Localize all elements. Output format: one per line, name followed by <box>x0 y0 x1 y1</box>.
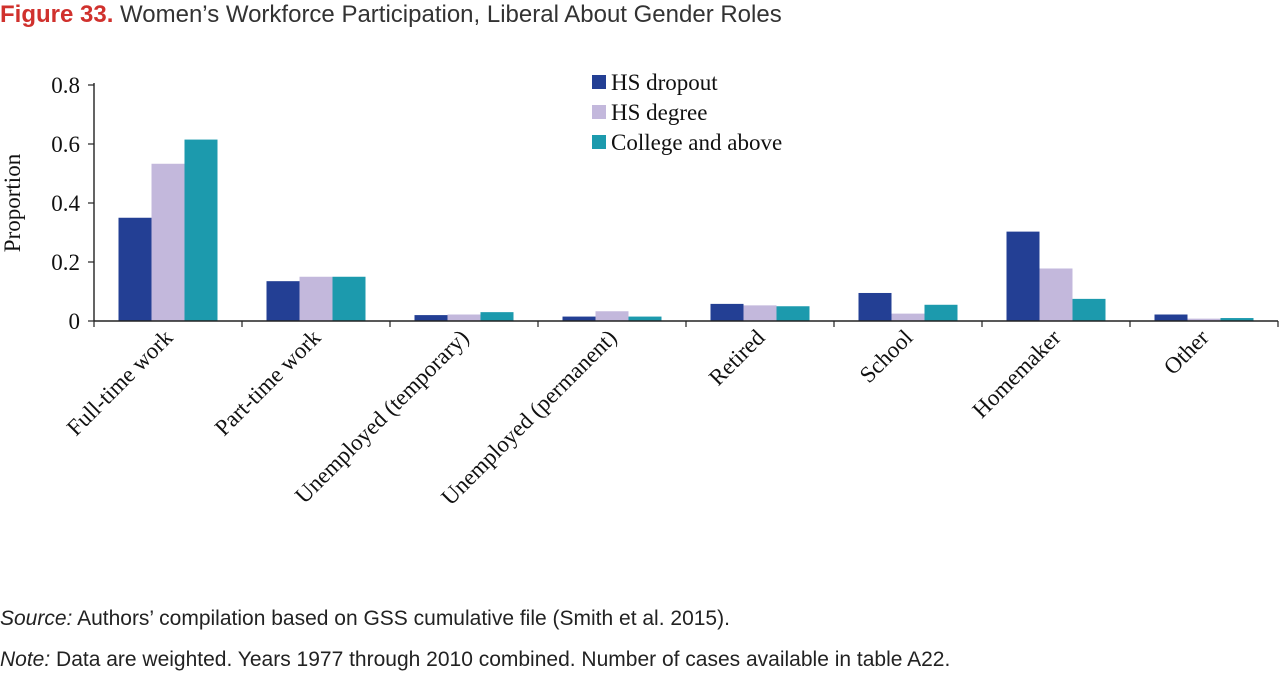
y-tick-label: 0.8 <box>51 73 80 98</box>
bar-3-cat-3 <box>480 312 514 321</box>
note-text: Data are weighted. Years 1977 through 20… <box>56 648 951 671</box>
source-text: Authors’ compilation based on GSS cumula… <box>77 607 730 630</box>
bar-1-cat-6 <box>858 292 892 321</box>
bar-2-cat-5 <box>743 305 777 321</box>
bar-1-cat-2 <box>266 281 300 321</box>
y-tick-label: 0.6 <box>51 132 80 157</box>
y-tick-label: 0 <box>69 309 81 334</box>
legend-swatch-2 <box>592 105 606 119</box>
bar-1-cat-4 <box>562 316 596 321</box>
x-tick-label: Full-time work <box>62 325 178 441</box>
bar-3-cat-5 <box>776 306 810 321</box>
legend: HS dropout HS degree College and above <box>592 70 782 155</box>
x-tick-label: School <box>855 325 918 388</box>
x-tick-label: Other <box>1159 325 1214 380</box>
y-tick-label: 0.2 <box>51 250 80 275</box>
bar-2-cat-8 <box>1187 318 1221 321</box>
data-note: Note: Data are weighted. Years 1977 thro… <box>0 647 950 673</box>
bar-1-cat-8 <box>1154 314 1188 321</box>
source-note: Source: Authors’ compilation based on GS… <box>0 606 730 632</box>
source-label: Source: <box>0 607 73 630</box>
x-tick-label: Homemaker <box>967 325 1065 423</box>
bar-2-cat-2 <box>299 276 333 321</box>
x-tick-label: Unemployed (temporary) <box>290 325 473 508</box>
bar-2-cat-1 <box>151 163 185 321</box>
bar-2-cat-7 <box>1039 268 1073 321</box>
bar-2-cat-6 <box>891 313 925 321</box>
figure-title-text: Women’s Workforce Participation, Liberal… <box>120 1 782 28</box>
legend-label-2: HS degree <box>611 100 707 125</box>
figure-title: Figure 33. Women’s Workforce Participati… <box>0 0 782 30</box>
figure-number: Figure 33. <box>0 1 114 28</box>
bars-group <box>118 139 1254 321</box>
note-label: Note: <box>0 648 51 671</box>
bar-3-cat-8 <box>1220 318 1254 321</box>
x-tick-label: Unemployed (permanent) <box>436 325 621 510</box>
y-axis-title: Proportion <box>0 153 25 252</box>
bar-3-cat-2 <box>332 276 366 321</box>
bar-1-cat-3 <box>414 315 448 321</box>
bar-1-cat-7 <box>1006 231 1040 321</box>
legend-label-3: College and above <box>611 130 782 155</box>
x-tick-label: Part-time work <box>210 325 326 441</box>
bar-1-cat-5 <box>710 303 744 321</box>
bar-2-cat-3 <box>447 314 481 321</box>
legend-swatch-1 <box>592 75 606 89</box>
bar-3-cat-1 <box>184 139 218 321</box>
legend-swatch-3 <box>592 135 606 149</box>
bar-3-cat-7 <box>1072 298 1106 321</box>
y-tick-label: 0.4 <box>51 191 80 216</box>
bar-2-cat-4 <box>595 311 629 321</box>
bar-3-cat-6 <box>924 304 958 321</box>
bar-1-cat-1 <box>118 217 152 321</box>
legend-label-1: HS dropout <box>611 70 718 95</box>
x-tick-label: Retired <box>704 325 770 391</box>
bar-3-cat-4 <box>628 316 662 321</box>
